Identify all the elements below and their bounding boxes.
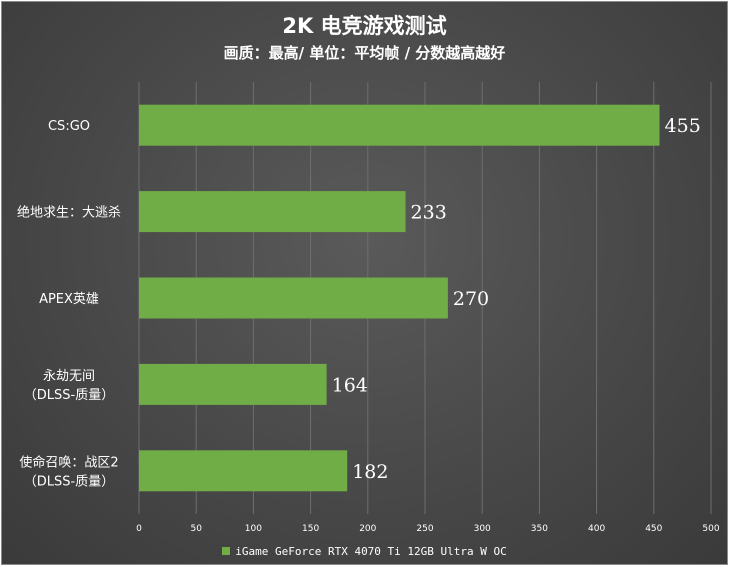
chart-title: 2K 电竞游戏测试 [282, 14, 447, 38]
bar [139, 277, 448, 319]
bar [139, 363, 327, 405]
x-tick-label: 150 [302, 524, 319, 534]
x-tick-label: 200 [359, 524, 376, 534]
x-tick-label: 450 [645, 524, 662, 534]
bar [139, 191, 406, 233]
chart-subtitle: 画质：最高/ 单位：平均帧 / 分数越高越好 [223, 44, 506, 62]
x-tick-label: 500 [702, 524, 719, 534]
data-label: 164 [332, 374, 368, 396]
x-tick-label: 0 [136, 524, 142, 534]
legend-label: iGame GeForce RTX 4070 Ti 12GB Ultra W O… [235, 544, 507, 558]
legend-swatch [222, 547, 231, 556]
x-tick-label: 350 [531, 524, 548, 534]
category-label: 绝地求生：大逃杀 [17, 205, 121, 221]
data-label: 233 [411, 202, 447, 224]
category-label: 永劫无间 [43, 369, 95, 384]
legend: iGame GeForce RTX 4070 Ti 12GB Ultra W O… [2, 542, 727, 560]
category-label: 使命召唤：战区2 [19, 454, 118, 470]
x-tick-label: 100 [245, 524, 262, 534]
data-label: 182 [352, 461, 388, 483]
x-tick-label: 300 [474, 524, 491, 534]
category-label: （DLSS-质量） [24, 388, 114, 403]
x-tick-label: 250 [416, 524, 433, 534]
category-label: （DLSS-质量） [24, 474, 114, 489]
category-label: CS:GO [48, 119, 90, 134]
category-label: APEX英雄 [39, 292, 99, 307]
data-label: 455 [665, 115, 701, 137]
bar [139, 104, 660, 146]
bar [139, 450, 348, 492]
x-tick-label: 50 [190, 524, 202, 534]
x-tick-label: 400 [588, 524, 605, 534]
data-label: 270 [453, 288, 489, 310]
